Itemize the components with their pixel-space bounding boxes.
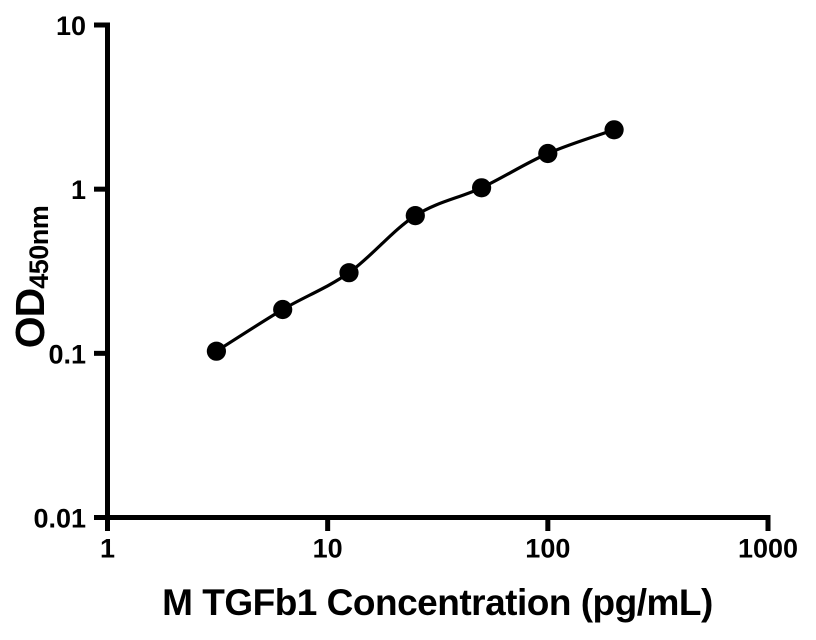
standard-curve-line (215, 128, 615, 353)
data-point (604, 120, 624, 140)
x-tick-label: 10 (313, 534, 343, 564)
y-tick-label: 1 (71, 175, 86, 205)
data-point (472, 178, 492, 198)
data-point (339, 263, 359, 283)
x-tick-label: 1 (100, 534, 115, 564)
data-point (273, 299, 293, 320)
data-point (405, 206, 425, 226)
y-axis-title: OD450nm (6, 202, 54, 352)
x-tick-label: 100 (525, 534, 570, 564)
x-axis-title: M TGFb1 Concentration (pg/mL) (162, 582, 713, 623)
y-tick-label: 0.1 (48, 339, 86, 369)
y-axis-title-main: OD (7, 288, 53, 349)
x-tick-label: 1000 (738, 534, 798, 564)
y-axis-title-subscript: 450nm (24, 205, 54, 289)
y-tick-label: 10 (56, 11, 86, 41)
data-point (538, 143, 558, 164)
data-point (206, 341, 226, 361)
y-tick-label: 0.01 (33, 504, 86, 534)
